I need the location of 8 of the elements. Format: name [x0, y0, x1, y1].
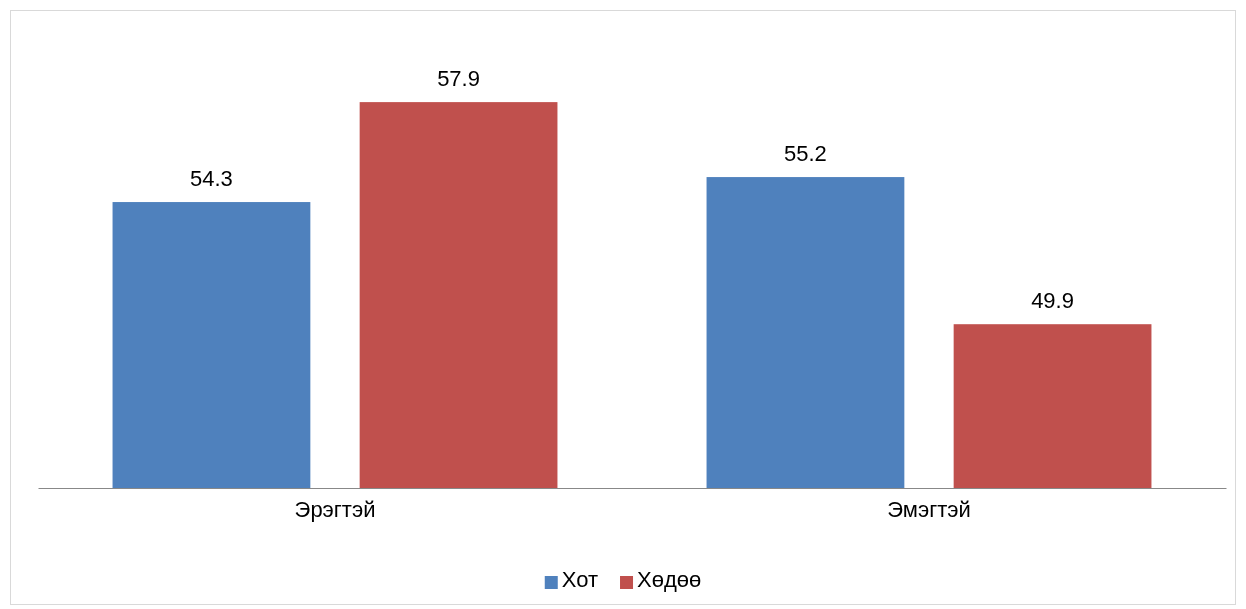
x-tick-label: Эрэгтэй	[294, 497, 376, 523]
data-label: 57.9	[437, 66, 480, 92]
data-label: 54.3	[190, 166, 233, 192]
data-label: 55.2	[784, 141, 827, 167]
legend-label: Хөдөө	[637, 567, 702, 592]
legend-label: Хот	[561, 567, 599, 592]
x-tick-label: Эмэгтэй	[887, 497, 971, 523]
data-label: 49.9	[1031, 288, 1074, 314]
